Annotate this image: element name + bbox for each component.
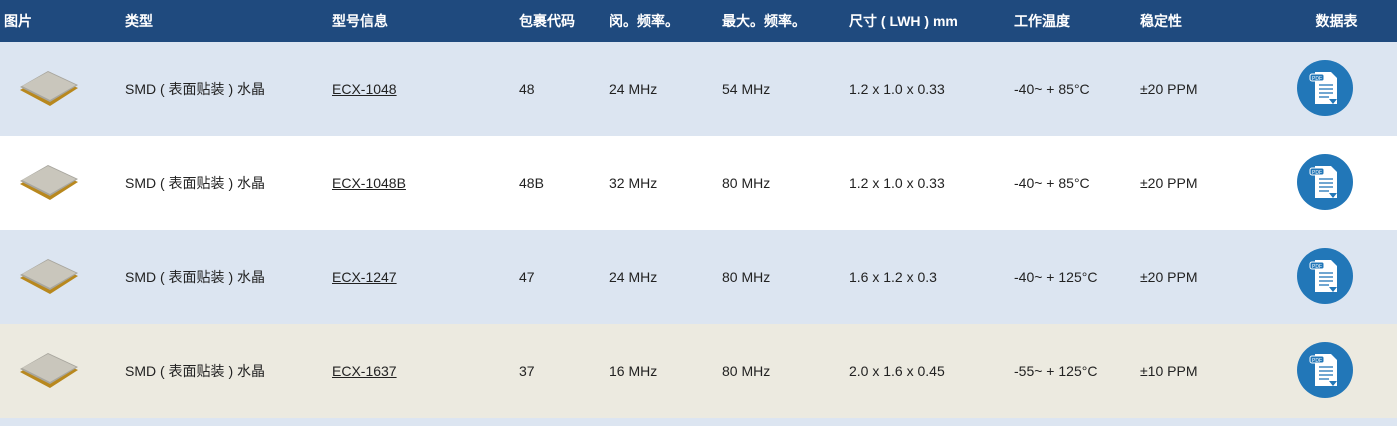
datasheet-cell: PDF xyxy=(1276,324,1397,418)
column-header-model[interactable]: 型号信息 xyxy=(328,0,515,42)
product-image-cell xyxy=(0,230,121,324)
temp-cell: -40~ + 125°C xyxy=(1010,230,1136,324)
column-header-size[interactable]: 尺寸 ( LWH ) mm xyxy=(845,0,1010,42)
temp-cell: -55~ + 125°C xyxy=(1010,324,1136,418)
type-cell: SMD ( 表面贴装 ) 水晶 xyxy=(121,324,328,418)
product-image-cell xyxy=(0,136,121,230)
stability-cell: ±20 PPM xyxy=(1136,230,1276,324)
datasheet-cell: PDF xyxy=(1276,136,1397,230)
model-link[interactable]: ECX-1048 xyxy=(332,81,397,97)
pdf-download-icon[interactable]: PDF xyxy=(1296,247,1397,308)
svg-text:PDF: PDF xyxy=(1312,170,1322,176)
model-cell: ECX-1048 xyxy=(328,42,515,136)
column-header-package[interactable]: 包裹代码 xyxy=(515,0,605,42)
column-header-stability[interactable]: 稳定性 xyxy=(1136,0,1276,42)
temp-cell: -40~ + 85°C xyxy=(1010,136,1136,230)
min-freq-cell: 16 MHz xyxy=(605,324,718,418)
crystal-chip-icon xyxy=(16,162,121,205)
pdf-download-icon[interactable]: PDF xyxy=(1296,341,1397,402)
stability-cell: ±20 PPM xyxy=(1136,136,1276,230)
table-row[interactable]: SMD ( 表面贴装 ) 水晶 ECX-1637 37 16 MHz 80 MH… xyxy=(0,324,1397,418)
size-cell: 1.2 x 1.0 x 0.33 xyxy=(845,42,1010,136)
pdf-download-icon[interactable]: PDF xyxy=(1296,59,1397,120)
package-cell: 47 xyxy=(515,230,605,324)
temp-cell: -40~ + 85°C xyxy=(1010,42,1136,136)
table-row[interactable]: SMD ( 表面贴装 ) 水晶 ECX-1247 47 24 MHz 80 MH… xyxy=(0,230,1397,324)
package-cell: 48B xyxy=(515,136,605,230)
size-cell: 1.2 x 1.0 x 0.33 xyxy=(845,136,1010,230)
model-cell: ECX-1048B xyxy=(328,136,515,230)
max-freq-cell: 80 MHz xyxy=(718,230,845,324)
model-cell: ECX-1247 xyxy=(328,230,515,324)
size-cell: 1.6 x 1.2 x 0.3 xyxy=(845,230,1010,324)
column-header-type[interactable]: 类型 xyxy=(121,0,328,42)
type-cell: SMD ( 表面贴装 ) 水晶 xyxy=(121,230,328,324)
package-cell: 48 xyxy=(515,42,605,136)
table-header: 图片 类型 型号信息 包裹代码 闵。频率。 最大。频率。 尺寸 ( LWH ) mm 工作温度… xyxy=(0,0,1397,42)
model-link[interactable]: ECX-1247 xyxy=(332,269,397,285)
crystal-chip-icon xyxy=(16,68,121,111)
model-link[interactable]: ECX-1637 xyxy=(332,363,397,379)
min-freq-cell: 24 MHz xyxy=(605,230,718,324)
type-cell: SMD ( 表面贴装 ) 水晶 xyxy=(121,42,328,136)
max-freq-cell: 80 MHz xyxy=(718,136,845,230)
size-cell: 2.0 x 1.6 x 0.45 xyxy=(845,324,1010,418)
column-header-datasheet[interactable]: 数据表 xyxy=(1276,0,1397,42)
model-cell: ECX-1637 xyxy=(328,324,515,418)
datasheet-cell: PDF xyxy=(1276,230,1397,324)
crystal-chip-icon xyxy=(16,350,121,393)
column-header-max-freq[interactable]: 最大。频率。 xyxy=(718,0,845,42)
model-link[interactable]: ECX-1048B xyxy=(332,175,406,191)
stability-cell: ±20 PPM xyxy=(1136,42,1276,136)
column-header-image[interactable]: 图片 xyxy=(0,0,121,42)
stability-cell: ±10 PPM xyxy=(1136,324,1276,418)
crystal-chip-icon xyxy=(16,256,121,299)
min-freq-cell: 32 MHz xyxy=(605,136,718,230)
min-freq-cell: 24 MHz xyxy=(605,42,718,136)
svg-text:PDF: PDF xyxy=(1312,358,1322,364)
table-row[interactable]: SMD ( 表面贴装 ) 水晶 ECX-1048B 48B 32 MHz 80 … xyxy=(0,136,1397,230)
max-freq-cell: 54 MHz xyxy=(718,42,845,136)
column-header-temp[interactable]: 工作温度 xyxy=(1010,0,1136,42)
datasheet-cell: PDF xyxy=(1276,42,1397,136)
product-image-cell xyxy=(0,42,121,136)
type-cell: SMD ( 表面贴装 ) 水晶 xyxy=(121,136,328,230)
pdf-download-icon[interactable]: PDF xyxy=(1296,153,1397,214)
max-freq-cell: 80 MHz xyxy=(718,324,845,418)
table-row[interactable]: SMD ( 表面贴装 ) 水晶 ECX-1048 48 24 MHz 54 MH… xyxy=(0,42,1397,136)
package-cell: 37 xyxy=(515,324,605,418)
column-header-min-freq[interactable]: 闵。频率。 xyxy=(605,0,718,42)
svg-text:PDF: PDF xyxy=(1312,264,1322,270)
svg-text:PDF: PDF xyxy=(1312,76,1322,82)
product-image-cell xyxy=(0,324,121,418)
